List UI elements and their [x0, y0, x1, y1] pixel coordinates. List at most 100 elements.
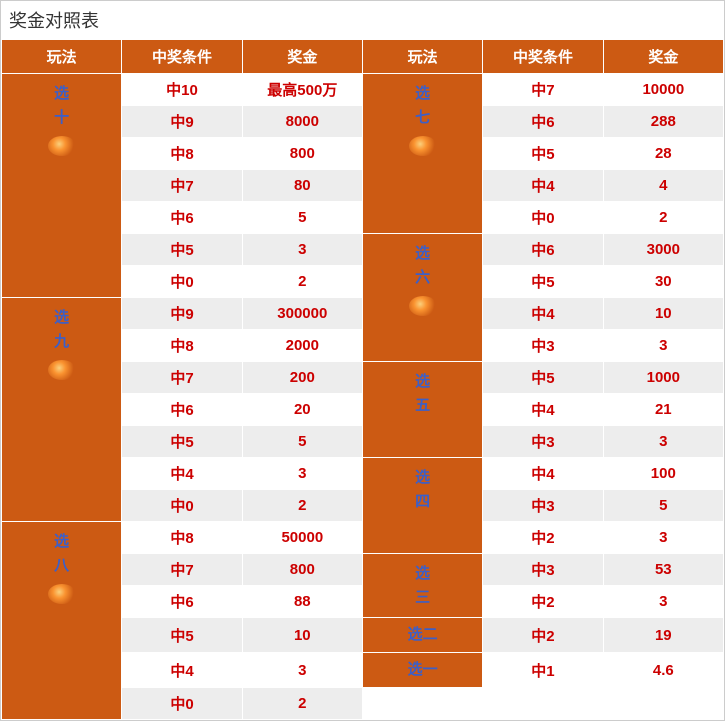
prize-cell: 3: [242, 653, 362, 688]
lottery-icon: [409, 136, 437, 156]
condition-cell: 中9: [122, 298, 242, 330]
play-cell: 选五: [362, 362, 482, 458]
prize-cell: 800: [242, 554, 362, 586]
play-name-line: 选: [365, 370, 480, 394]
play-name-line: 六: [365, 266, 480, 290]
prize-cell: 3: [603, 522, 723, 554]
play-cell: 选七: [362, 74, 482, 234]
prize-cell: 19: [603, 618, 723, 653]
play-cell: 选三: [362, 554, 482, 618]
prize-cell: 3: [242, 458, 362, 490]
condition-cell: 中6: [122, 394, 242, 426]
condition-cell: 中6: [122, 202, 242, 234]
condition-cell: 中6: [122, 586, 242, 618]
lottery-icon: [48, 584, 76, 604]
condition-cell: 中0: [122, 490, 242, 522]
prize-cell: 3: [603, 586, 723, 618]
condition-cell: 中8: [122, 330, 242, 362]
condition-cell: 中7: [483, 74, 603, 106]
header-5: 奖金: [603, 40, 723, 74]
play-cell: 选九: [2, 298, 122, 522]
prize-cell: 88: [242, 586, 362, 618]
play-cell: 选四: [362, 458, 482, 554]
condition-cell: 中0: [122, 688, 242, 720]
play-name-line: 选: [4, 306, 119, 330]
condition-cell: 中7: [122, 554, 242, 586]
table-body: 选十中10最高500万选七中710000中98000中6288中8800中528…: [2, 74, 724, 720]
prize-cell: 10000: [603, 74, 723, 106]
play-name-line: 选一: [365, 658, 480, 682]
prize-cell: 3000: [603, 234, 723, 266]
prize-cell: 最高500万: [242, 74, 362, 106]
condition-cell: 中4: [483, 170, 603, 202]
condition-cell: 中9: [122, 106, 242, 138]
prize-cell: 100: [603, 458, 723, 490]
prize-cell: 80: [242, 170, 362, 202]
condition-cell: 中3: [483, 490, 603, 522]
prize-cell: 2000: [242, 330, 362, 362]
prize-cell: 300000: [242, 298, 362, 330]
play-cell: 选六: [362, 234, 482, 362]
table-row: 选十中10最高500万选七中710000: [2, 74, 724, 106]
prize-cell: 2: [603, 202, 723, 234]
condition-cell: 中5: [122, 618, 242, 653]
condition-cell: 中1: [483, 653, 603, 688]
prize-cell: 2: [242, 490, 362, 522]
prize-cell: 3: [603, 426, 723, 458]
header-0: 玩法: [2, 40, 122, 74]
condition-cell: 中5: [483, 362, 603, 394]
prize-cell: 5: [242, 202, 362, 234]
condition-cell: 中2: [483, 522, 603, 554]
table-title: 奖金对照表: [1, 1, 724, 39]
condition-cell: 中0: [122, 266, 242, 298]
prize-cell: 30: [603, 266, 723, 298]
play-name-line: 五: [365, 394, 480, 418]
prize-cell: 28: [603, 138, 723, 170]
prize-cell: 53: [603, 554, 723, 586]
play-name-line: 八: [4, 554, 119, 578]
condition-cell: 中10: [122, 74, 242, 106]
play-name-line: 选: [4, 82, 119, 106]
play-name-line: 选二: [365, 623, 480, 647]
condition-cell: 中5: [483, 138, 603, 170]
condition-cell: 中4: [122, 653, 242, 688]
prize-cell: 20: [242, 394, 362, 426]
prize-cell: 3: [603, 330, 723, 362]
play-name-line: 选: [4, 530, 119, 554]
header-2: 奖金: [242, 40, 362, 74]
play-name-line: 四: [365, 490, 480, 514]
play-cell: 选一: [362, 653, 482, 688]
play-cell: 选二: [362, 618, 482, 653]
play-name-line: 选: [365, 562, 480, 586]
prize-cell: 2: [242, 266, 362, 298]
prize-table-container: 奖金对照表 玩法中奖条件奖金玩法中奖条件奖金 选十中10最高500万选七中710…: [0, 0, 725, 721]
condition-cell: 中8: [122, 522, 242, 554]
condition-cell: 中8: [122, 138, 242, 170]
prize-cell: 800: [242, 138, 362, 170]
lottery-icon: [48, 136, 76, 156]
prize-cell: 5: [603, 490, 723, 522]
condition-cell: 中2: [483, 586, 603, 618]
prize-cell: 2: [242, 688, 362, 720]
play-name-line: 九: [4, 330, 119, 354]
condition-cell: 中6: [483, 234, 603, 266]
prize-cell: 10: [603, 298, 723, 330]
prize-cell: 10: [242, 618, 362, 653]
header-row: 玩法中奖条件奖金玩法中奖条件奖金: [2, 40, 724, 74]
prize-cell: 21: [603, 394, 723, 426]
prize-cell: 1000: [603, 362, 723, 394]
play-name-line: 十: [4, 106, 119, 130]
prize-cell: 5: [242, 426, 362, 458]
condition-cell: 中5: [122, 426, 242, 458]
lottery-icon: [409, 296, 437, 316]
play-name-line: 三: [365, 586, 480, 610]
prize-cell: 3: [242, 234, 362, 266]
prize-cell: 8000: [242, 106, 362, 138]
prize-table: 玩法中奖条件奖金玩法中奖条件奖金 选十中10最高500万选七中710000中98…: [1, 39, 724, 720]
condition-cell: 中4: [122, 458, 242, 490]
condition-cell: 中4: [483, 458, 603, 490]
condition-cell: 中5: [483, 266, 603, 298]
play-name-line: 选: [365, 82, 480, 106]
condition-cell: 中5: [122, 234, 242, 266]
condition-cell: 中3: [483, 330, 603, 362]
